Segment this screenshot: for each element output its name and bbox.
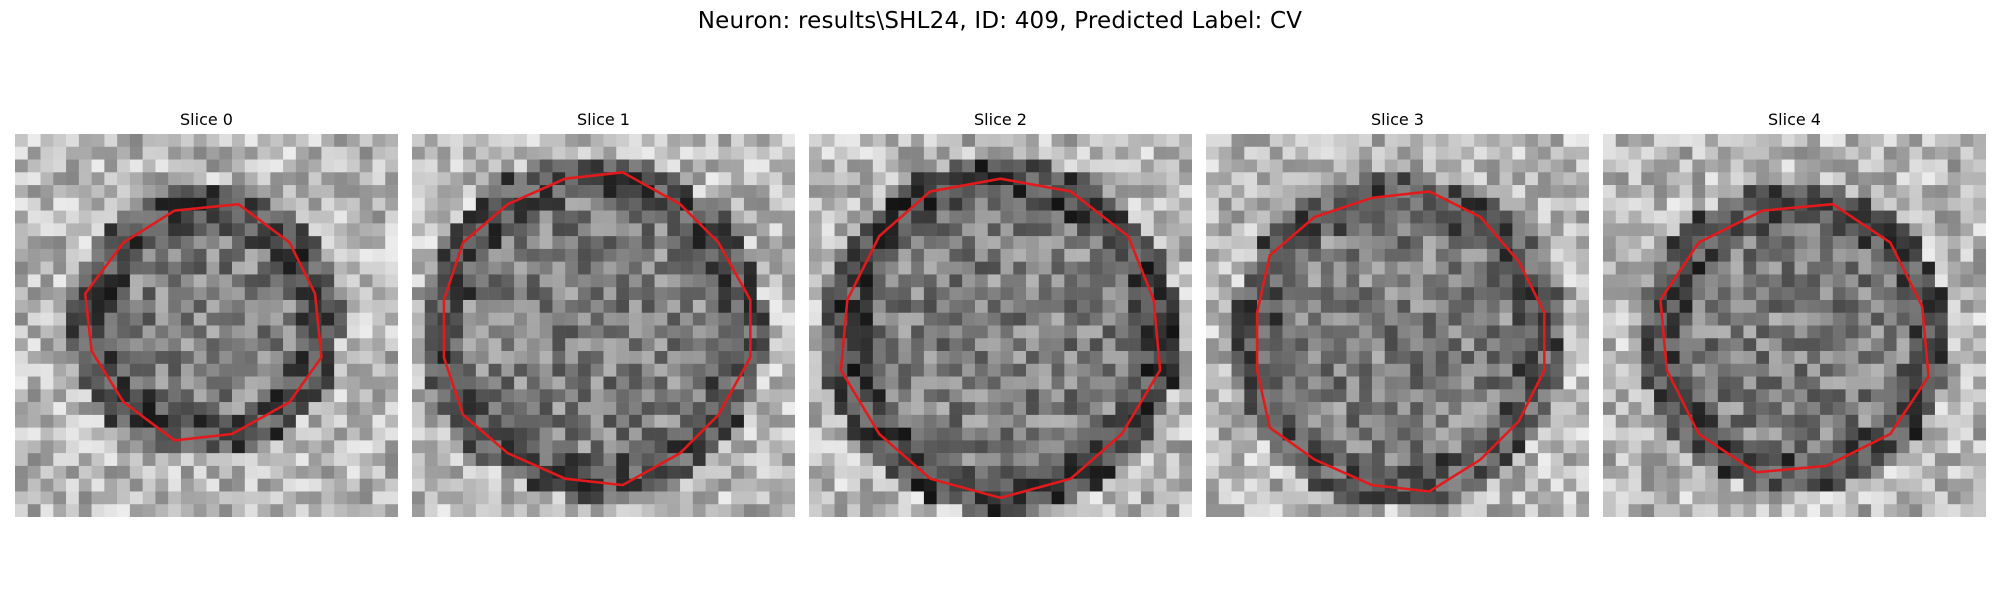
- slice-title: Slice 1: [577, 110, 630, 129]
- slice-title: Slice 3: [1371, 110, 1424, 129]
- segmentation-contour: [1255, 190, 1546, 493]
- slice-image: [809, 134, 1192, 517]
- slice-title: Slice 2: [974, 110, 1027, 129]
- slice-panel-2: Slice 2: [809, 108, 1192, 517]
- slice-panel-3: Slice 3: [1206, 108, 1589, 517]
- segmentation-contour: [442, 170, 752, 487]
- segmentation-contour: [83, 202, 323, 442]
- slice-image: [1206, 134, 1589, 517]
- slice-title: Slice 0: [180, 110, 233, 129]
- slice-panel-0: Slice 0: [15, 108, 398, 517]
- slice-image: [1603, 134, 1986, 517]
- segmentation-contour: [839, 177, 1162, 500]
- slice-panel-4: Slice 4: [1603, 108, 1986, 517]
- slice-title: Slice 4: [1768, 110, 1821, 129]
- slice-image: [412, 134, 795, 517]
- segmentation-contour: [1659, 202, 1930, 474]
- slice-image: [15, 134, 398, 517]
- slice-panel-1: Slice 1: [412, 108, 795, 517]
- figure-title: Neuron: results\SHL24, ID: 409, Predicte…: [697, 8, 1303, 34]
